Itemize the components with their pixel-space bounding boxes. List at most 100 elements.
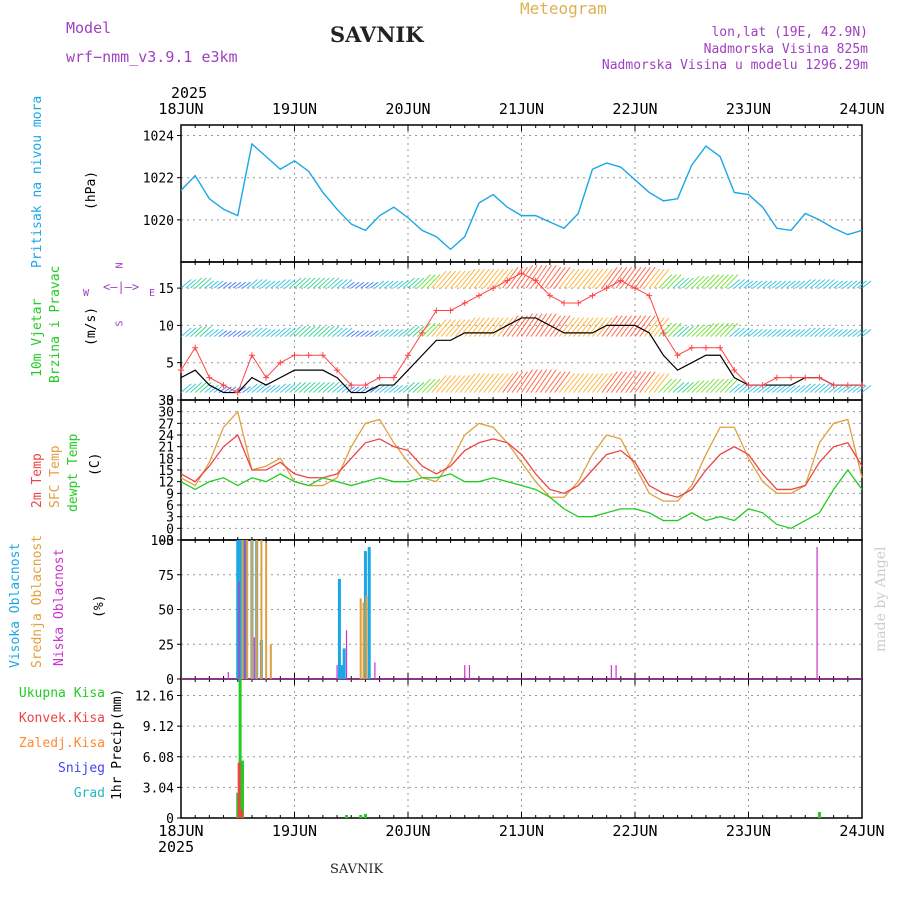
wind-barb [663,378,677,393]
legend-hail: Grad [73,786,105,801]
wind-barb [237,330,246,337]
cloud-low-bar [244,540,246,679]
wind-barb [705,378,720,393]
wind-barb [658,378,673,393]
y-tick-label: 9.12 [143,720,174,735]
wind-barb [327,326,340,337]
wind-barb [795,329,806,337]
wind-barb [322,326,335,337]
year-top: 2025 [171,84,208,102]
wind-barb [350,386,360,393]
wind-barb [530,369,548,393]
wind-barb [856,384,867,393]
wind-barb [232,330,242,337]
wind-barb [265,384,276,393]
wind-barb [213,280,224,289]
wind-barb [402,277,415,289]
wind-barb [218,386,228,393]
wind-barb [379,329,390,337]
wind-barb [374,329,385,337]
wind-gust-line [180,272,862,394]
wind-barb [294,326,307,337]
wind-barb [488,268,504,289]
wind-barb [502,266,519,289]
cloud-mid-bar [250,540,253,679]
wind-barb [374,280,385,289]
y-tick-label: 6 [166,499,174,514]
wind-barb [213,384,224,393]
wind-barb [256,327,268,337]
wind-barb [762,384,773,393]
wind-barb [719,378,734,393]
y-tick-label: 9 [166,487,174,502]
wind-barb [752,329,763,337]
wind-barb [289,326,302,337]
wind-gust-marker [433,307,440,314]
wind-barb [856,329,867,337]
wind-gust-marker [788,374,795,381]
wind-barb [625,371,642,393]
wind-gust-marker [518,270,525,277]
wind-barb [185,383,197,393]
wind-gust-marker [475,292,482,299]
wind-gust-marker [234,389,241,396]
wind-barb [223,281,232,289]
precip-total-bar [238,679,242,818]
wind-barb [842,329,853,337]
cloud-high-bar [236,540,240,679]
wind-barb [861,280,872,289]
wind-barb [194,277,207,289]
wind-barb [691,275,705,289]
wind-barb [313,326,326,337]
wind-gust-marker [490,285,497,292]
wind-barb [691,324,705,337]
cloud-mid-bar [265,542,268,679]
wind-barb [469,268,485,289]
wind-barb [748,280,758,289]
wind-barb [223,330,232,337]
wind-barb [199,381,212,393]
wind-barb [582,268,599,289]
wind-barb [402,381,415,393]
wind-barb [540,264,557,289]
wind-gust-marker [532,277,539,284]
wind-barb [852,329,862,337]
wind-barb [450,375,466,393]
wind-barb [620,315,637,337]
wind-barb [332,383,343,393]
wind-barb [379,384,390,393]
wind-barb [308,277,321,289]
wind-barb [535,313,552,337]
wind-barb [724,322,739,337]
wind-barb [298,326,311,337]
wind-barb [298,277,311,289]
wind-barb [563,268,580,289]
wind-barb [350,281,360,289]
x-tick-label-top: 22JUN [612,100,657,118]
wind-barb [804,383,816,393]
wind-barb [596,268,613,289]
wind-barb [554,315,571,337]
cloud-mid-bar [241,540,244,679]
x-tick-label-top: 23JUN [726,100,771,118]
wind-barb [771,384,782,393]
wind-barb [251,383,263,393]
wind-compass: N W E S <–|–> [83,258,155,328]
wind-barb [488,373,504,393]
wind-barb [464,268,481,289]
wind-barb [435,270,452,289]
wind-barb [341,279,353,289]
wind-barb [648,268,665,289]
wind-barb [209,384,219,393]
wind-barb [459,268,476,289]
wind-barb [435,375,452,393]
wind-barb [823,279,835,289]
wind-barb [710,378,725,393]
wind-barb [752,384,763,393]
wind-barb [786,280,796,289]
wind-gust-marker [334,367,341,374]
wind-barb [577,373,594,393]
wind-barb [606,371,623,393]
wind-barb [251,279,263,289]
wind-barb [838,329,848,337]
